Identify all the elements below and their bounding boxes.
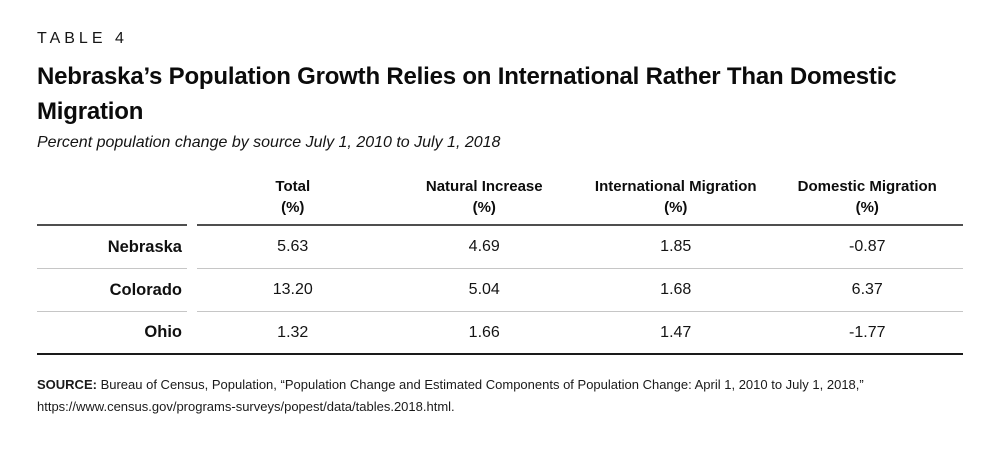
cell-international-migration: 1.85 — [660, 238, 692, 255]
column-header-unit: (%) — [855, 199, 879, 216]
column-header-label: Natural Increase — [425, 178, 543, 195]
cell-natural-increase: 4.69 — [468, 238, 500, 255]
cell-domestic-migration: 6.37 — [851, 281, 883, 298]
figure-title: Nebraska’s Population Growth Relies on I… — [37, 63, 897, 125]
source-label: SOURCE: — [37, 377, 97, 392]
header-cells: Total (%) Natural Increase (%) Internati… — [197, 177, 963, 226]
cell-total: 1.32 — [277, 323, 309, 341]
cell-natural-increase: 5.04 — [468, 281, 500, 298]
table-number-label: TABLE 4 — [37, 30, 128, 47]
column-header-label: Domestic Migration — [797, 178, 937, 195]
header-rowlabel-spacer — [37, 177, 187, 226]
row-values: 1.32 1.66 1.47 -1.77 — [197, 312, 963, 353]
column-header-label: International Migration — [594, 178, 757, 195]
cell-international-migration: 1.47 — [660, 323, 692, 341]
column-header-label: Total — [275, 178, 311, 195]
column-gap — [187, 226, 197, 269]
column-header-international-migration: International Migration (%) — [580, 176, 772, 224]
cell-natural-increase: 1.66 — [468, 323, 500, 341]
row-values: 5.63 4.69 1.85 -0.87 — [197, 226, 963, 269]
table-row-colorado: Colorado 13.20 5.04 1.68 6.37 — [37, 269, 963, 312]
column-gap — [187, 177, 197, 226]
source-note: SOURCE: Bureau of Census, Population, “P… — [37, 374, 963, 418]
cell-total: 5.63 — [277, 238, 309, 255]
column-header-unit: (%) — [281, 199, 305, 216]
cell-total: 13.20 — [272, 281, 313, 298]
column-header-domestic-migration: Domestic Migration (%) — [772, 176, 964, 224]
column-header-total: Total (%) — [197, 176, 389, 224]
cell-domestic-migration: -1.77 — [849, 323, 886, 341]
figure-subtitle: Percent population change by source July… — [37, 134, 501, 151]
column-header-natural-increase: Natural Increase (%) — [389, 176, 581, 224]
table-header-row: Total (%) Natural Increase (%) Internati… — [37, 177, 963, 226]
data-table: Total (%) Natural Increase (%) Internati… — [37, 177, 963, 355]
column-gap — [187, 269, 197, 312]
cell-international-migration: 1.68 — [660, 281, 692, 298]
source-text: Bureau of Census, Population, “Populatio… — [37, 377, 864, 414]
table-row-ohio: Ohio 1.32 1.66 1.47 -1.77 — [37, 312, 963, 355]
row-label: Nebraska — [37, 226, 187, 269]
column-header-unit: (%) — [472, 199, 496, 216]
row-values: 13.20 5.04 1.68 6.37 — [197, 269, 963, 312]
row-label: Ohio — [144, 323, 182, 341]
table-row-nebraska: Nebraska 5.63 4.69 1.85 -0.87 — [37, 226, 963, 269]
cell-domestic-migration: -0.87 — [849, 238, 886, 255]
column-header-unit: (%) — [664, 199, 688, 216]
row-label: Colorado — [37, 269, 187, 312]
column-gap — [187, 312, 197, 353]
